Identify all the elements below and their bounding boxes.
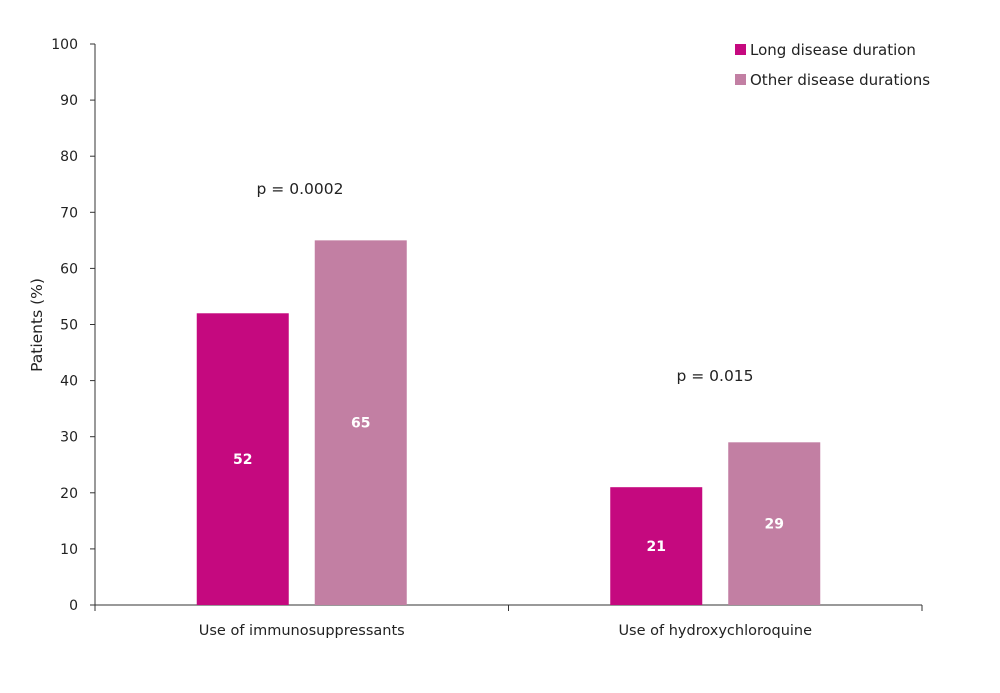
bar: [728, 442, 821, 605]
bars: 52 65 21 29: [196, 240, 821, 605]
legend-label-long: Long disease duration: [750, 41, 916, 59]
bar: [610, 487, 703, 605]
legend-swatch-long: [735, 44, 746, 55]
y-tick-label: 0: [69, 598, 78, 614]
bar: [314, 240, 407, 605]
bar: [196, 313, 289, 605]
y-tick-label: 10: [60, 542, 78, 558]
x-category-label: Use of immunosuppressants: [199, 623, 405, 639]
y-tick-label: 60: [60, 261, 78, 277]
legend: Long disease duration Other disease dura…: [735, 41, 930, 89]
bar-value-label: 21: [647, 539, 666, 555]
y-tick-label: 70: [60, 205, 78, 221]
y-tick-label: 50: [60, 318, 78, 334]
legend-swatch-other: [735, 74, 746, 85]
bar-value-label: 29: [765, 517, 784, 533]
p-value-annotation-2: p = 0.015: [676, 367, 753, 385]
bar-value-label: 65: [351, 416, 370, 432]
legend-label-other: Other disease durations: [750, 71, 930, 89]
axes: 0 10 20 30 40 50 60 70 80 90 100 Use of immunosuppr…: [51, 37, 923, 639]
y-tick-label: 90: [60, 93, 78, 109]
x-category-label: Use of hydroxychloroquine: [618, 623, 812, 639]
p-value-annotation-1: p = 0.0002: [257, 180, 344, 198]
y-tick-label: 80: [60, 149, 78, 165]
y-tick-label: 20: [60, 486, 78, 502]
bar-value-label: 52: [233, 452, 252, 468]
y-tick-label: 30: [60, 430, 78, 446]
y-tick-label: 40: [60, 374, 78, 390]
y-tick-label: 100: [51, 37, 78, 53]
y-axis-label: Patients (%): [28, 278, 46, 372]
